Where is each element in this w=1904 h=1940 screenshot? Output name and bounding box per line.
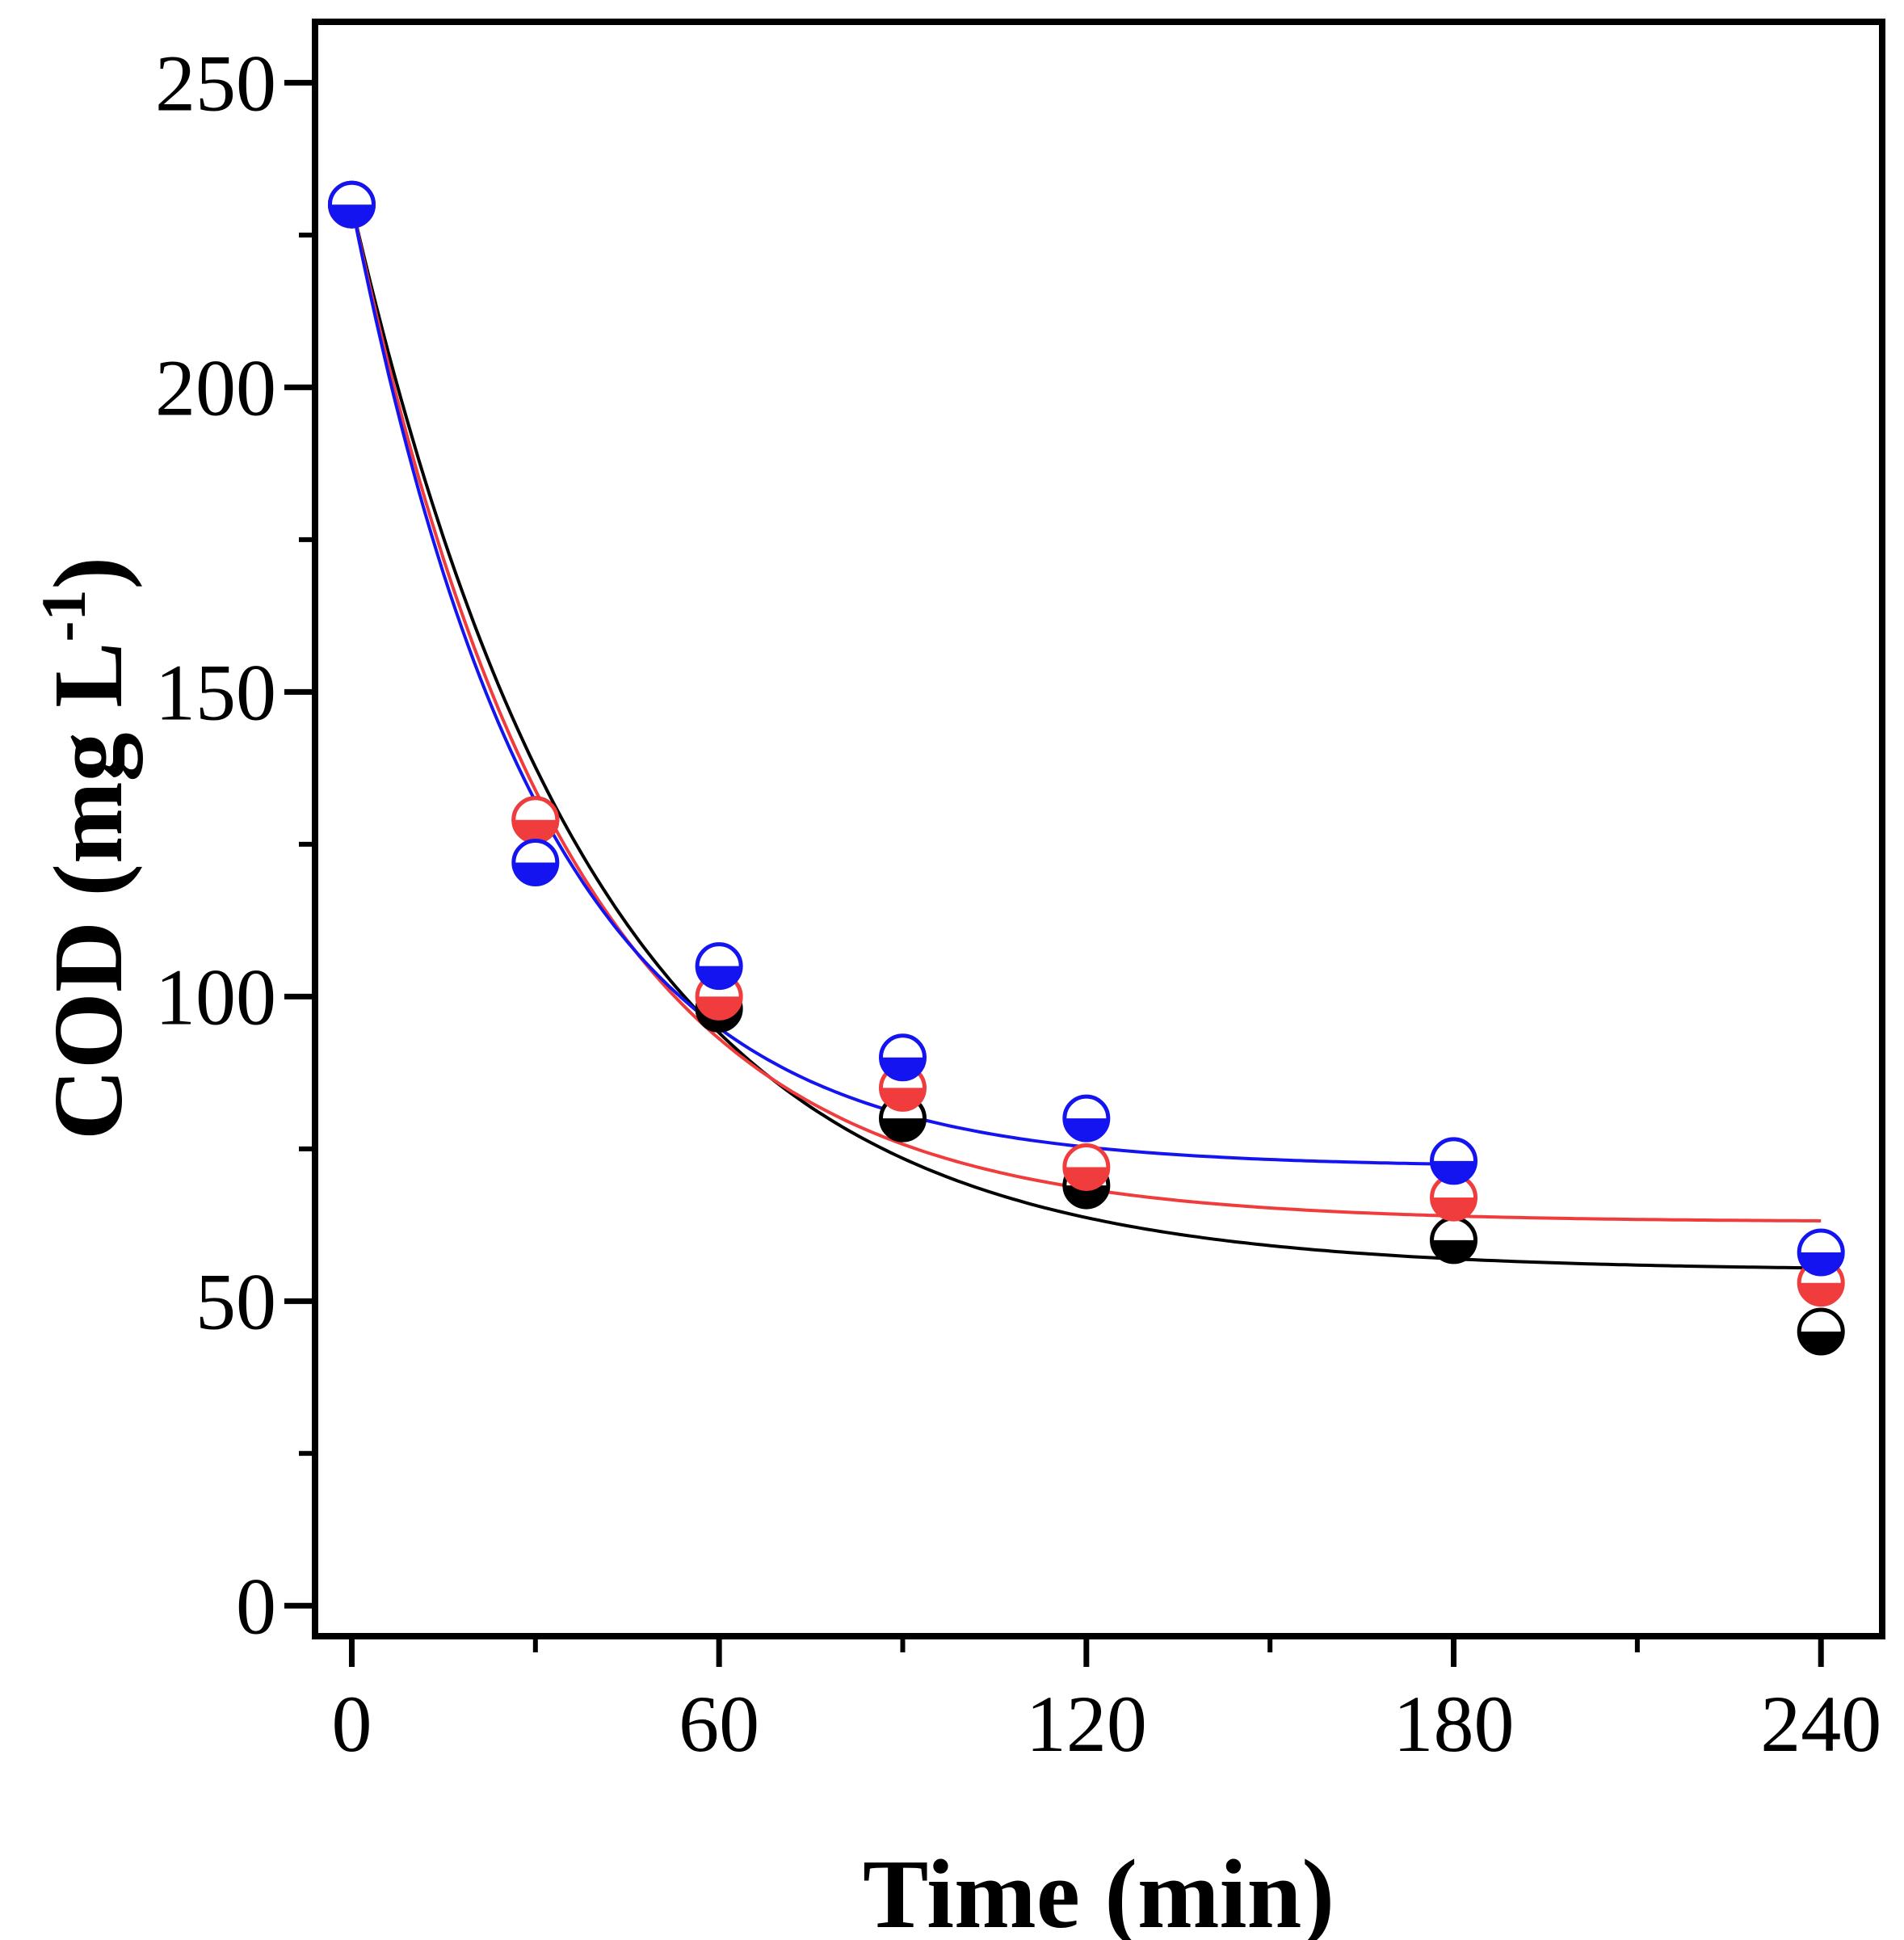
series-red-point xyxy=(1430,1173,1478,1222)
marker-fill xyxy=(881,1057,925,1079)
y-axis-title-main: COD (mg L xyxy=(34,642,143,1140)
series-blue-point xyxy=(1430,1137,1478,1185)
marker-fill xyxy=(1431,1239,1476,1262)
y-tick-label: 200 xyxy=(155,343,276,432)
marker-fill xyxy=(1799,1252,1843,1275)
series-black-point xyxy=(1430,1216,1478,1265)
series-red-point xyxy=(1062,1143,1111,1191)
marker-fill xyxy=(697,966,742,988)
series-red-fit-curve xyxy=(350,204,1822,1222)
series-blue-point xyxy=(1062,1094,1111,1143)
plot-frame xyxy=(312,19,1885,1639)
marker-fill xyxy=(330,204,374,227)
series-blue-point xyxy=(327,180,376,229)
series-black-fit-curve xyxy=(350,204,1822,1270)
series-black-point xyxy=(1797,1307,1845,1356)
series-blue-point xyxy=(511,838,560,886)
x-tick-label: 180 xyxy=(1393,1679,1515,1769)
marker-fill xyxy=(1064,1118,1108,1141)
x-tick-label: 0 xyxy=(331,1679,372,1769)
y-axis-title: COD (mg L-1) xyxy=(28,557,143,1140)
y-tick-label: 100 xyxy=(155,952,276,1042)
x-axis: 0 60 120 180 240 xyxy=(331,1636,1881,1769)
series-blue-point xyxy=(1797,1228,1845,1277)
marker-fill xyxy=(1431,1197,1476,1220)
marker-fill xyxy=(513,862,557,885)
y-tick-label: 250 xyxy=(155,38,276,128)
y-axis: 0 50 100 150 200 250 xyxy=(155,38,315,1651)
series-red-point xyxy=(511,796,560,844)
series-blue-point xyxy=(695,942,743,991)
marker-fill xyxy=(881,1118,925,1141)
x-tick-label: 60 xyxy=(679,1679,759,1769)
y-tick-label: 0 xyxy=(236,1561,276,1651)
marker-fill xyxy=(1064,1167,1108,1189)
x-axis-title: Time (min) xyxy=(863,1840,1334,1940)
marker-fill xyxy=(513,819,557,842)
marker-fill xyxy=(1431,1160,1476,1183)
marker-fill xyxy=(1064,1185,1108,1208)
y-tick-label: 50 xyxy=(195,1256,276,1346)
data-points xyxy=(327,180,1845,1356)
marker-fill xyxy=(1799,1332,1843,1354)
y-tick-label: 150 xyxy=(155,647,276,737)
x-tick-label: 240 xyxy=(1760,1679,1881,1769)
marker-fill xyxy=(1799,1282,1843,1305)
y-axis-title-superscript: -1 xyxy=(28,589,99,642)
marker-fill xyxy=(881,1088,925,1110)
series-blue-point xyxy=(879,1033,927,1082)
y-axis-title-close: ) xyxy=(34,557,143,590)
x-tick-label: 120 xyxy=(1026,1679,1147,1769)
series-blue-fit-curve xyxy=(350,204,1454,1166)
marker-fill xyxy=(697,996,742,1019)
